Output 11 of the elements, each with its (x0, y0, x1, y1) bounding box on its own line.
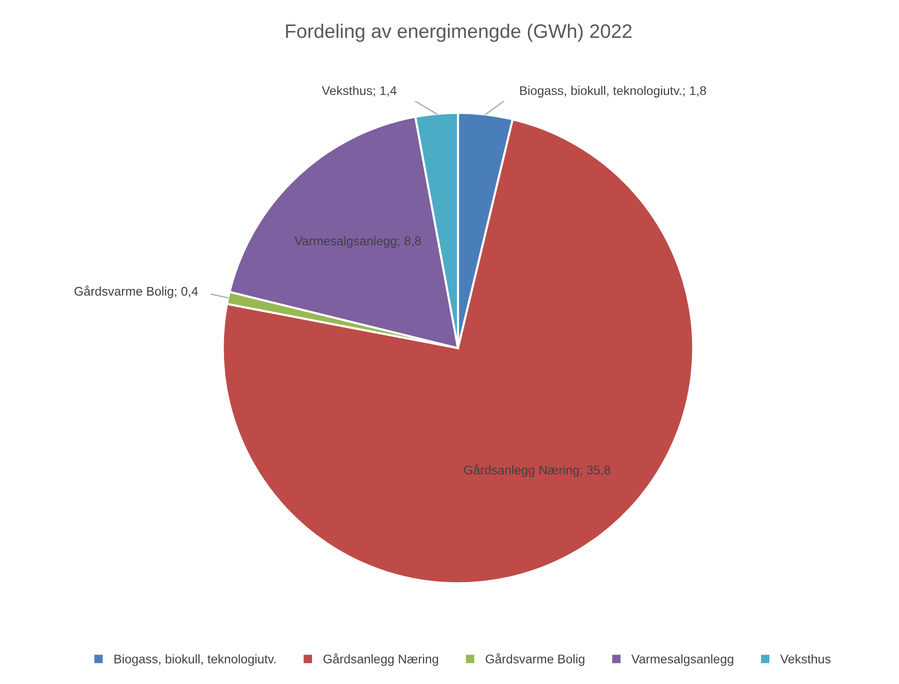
legend-label: Gårdsvarme Bolig (486, 653, 584, 666)
chart-title: Fordeling av energimengde (GWh) 2022 (286, 24, 632, 42)
data-label: Gårdsanlegg Næring; 35,8 (464, 464, 610, 477)
legend-label: Biogass, biokull, teknologiutv. (114, 654, 276, 666)
data-label: Biogass, biokull, teknologiutv.; 1,8 (520, 86, 706, 98)
data-label: Gårdsvarme Bolig; 0,4 (74, 286, 198, 298)
legend-label: Veksthus (780, 654, 831, 664)
data-label: Veksthus; 1,4 (322, 86, 396, 97)
data-label: Varmesalgsanlegg; 8,8 (294, 236, 421, 248)
legend-label: Varmesalgsanlegg (631, 654, 734, 666)
legend-label: Gårdsanlegg Næring (323, 653, 438, 666)
